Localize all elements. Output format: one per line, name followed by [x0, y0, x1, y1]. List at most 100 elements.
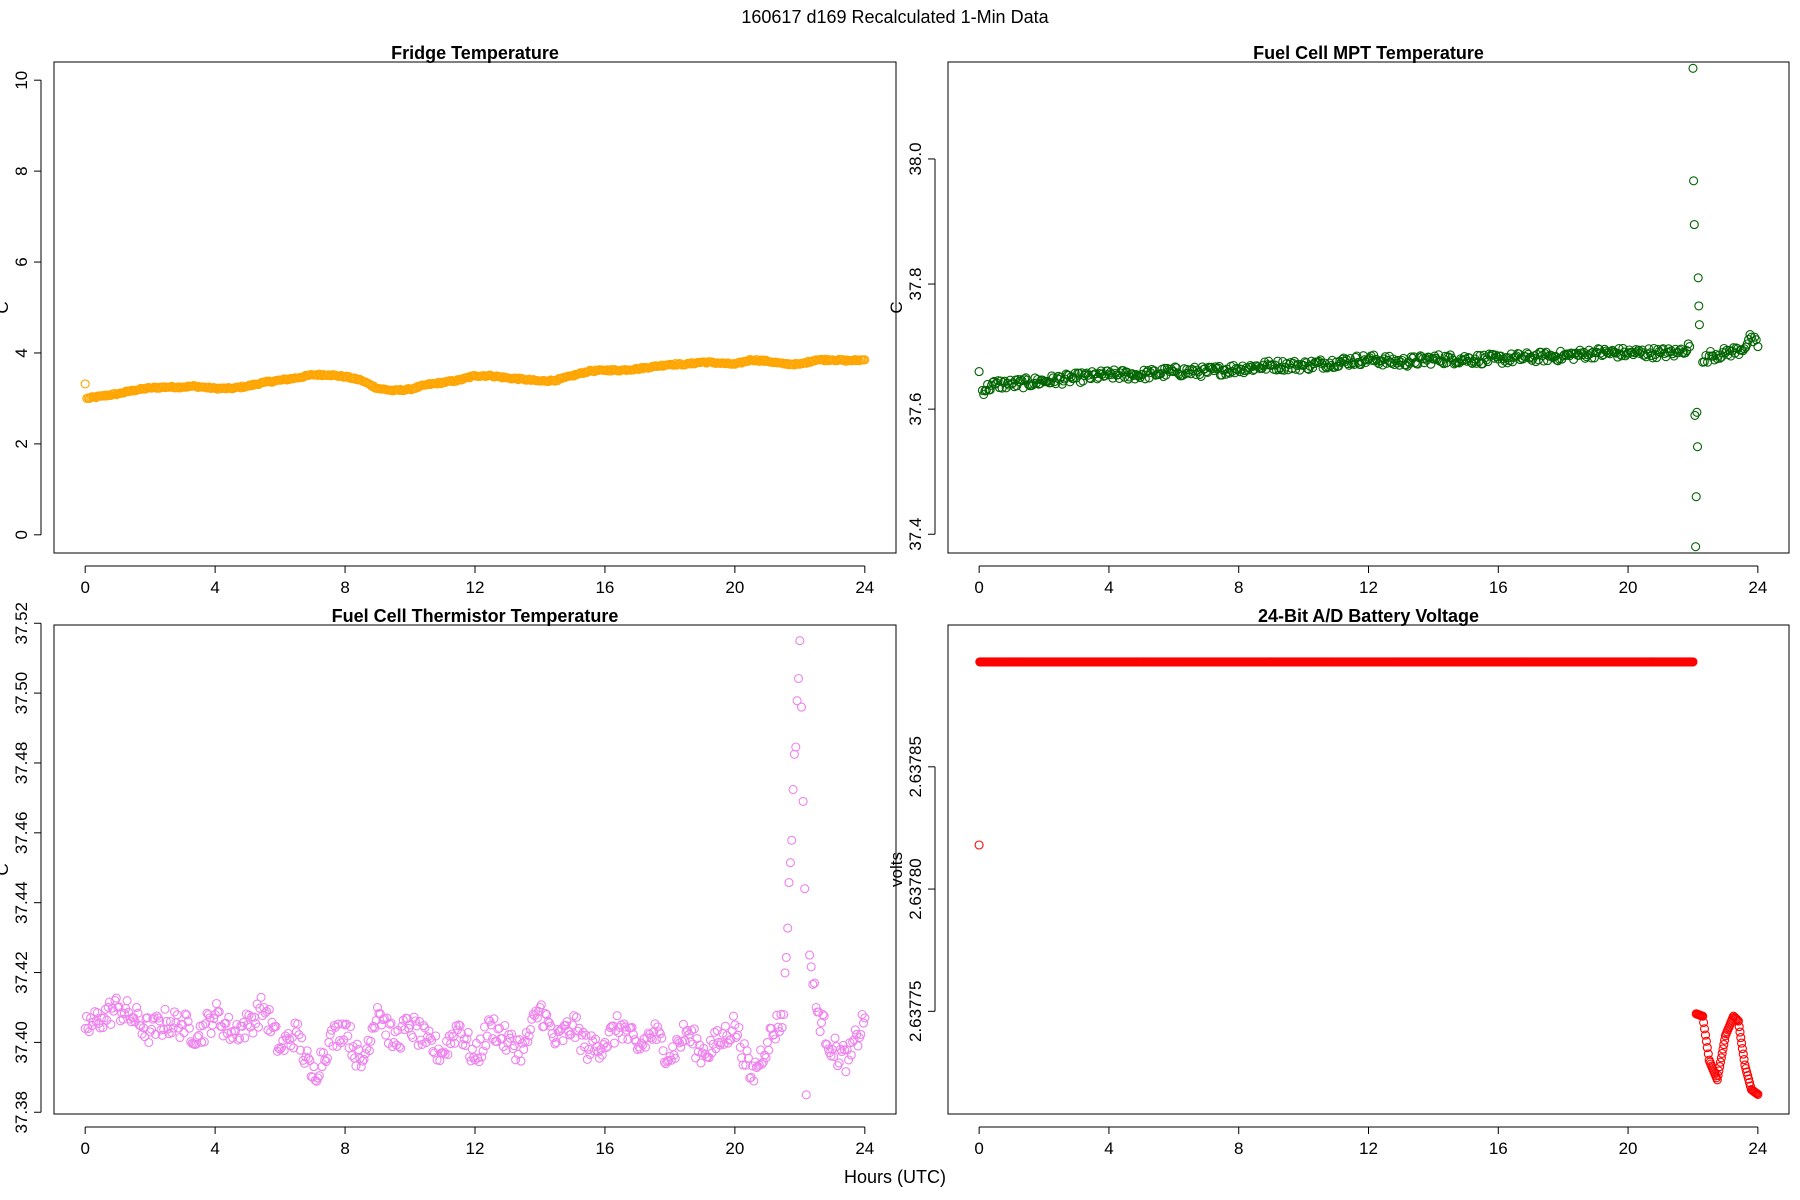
data-point — [413, 1040, 423, 1050]
data-point — [479, 1022, 490, 1032]
data-point — [394, 1042, 404, 1052]
data-point — [844, 1055, 854, 1065]
data-point — [234, 1033, 245, 1043]
data-point — [664, 1055, 674, 1065]
data-point — [367, 1023, 377, 1033]
data-point — [839, 1045, 850, 1055]
data-point — [1426, 359, 1436, 369]
data-point — [1047, 371, 1057, 381]
data-point — [1701, 1036, 1711, 1046]
data-point — [1753, 1089, 1763, 1099]
data-point — [756, 1045, 766, 1055]
x-tick-label: 16 — [1489, 1139, 1508, 1158]
data-point — [336, 1038, 346, 1048]
data-point — [1502, 358, 1512, 368]
data-point — [1734, 1022, 1744, 1032]
data-point — [146, 1024, 157, 1034]
data-point — [657, 1033, 667, 1043]
y-tick-label: 2.63775 — [906, 981, 925, 1042]
data-point — [841, 1067, 851, 1077]
data-point — [248, 1028, 258, 1038]
y-tick-label: 37.44 — [12, 881, 31, 924]
data-point — [776, 1009, 786, 1019]
y-tick-label: 10 — [12, 71, 31, 90]
data-point — [788, 784, 798, 795]
data-point — [720, 1021, 730, 1031]
data-point — [320, 1055, 330, 1065]
data-point — [627, 1022, 637, 1032]
data-point — [1402, 361, 1412, 371]
y-tick-label: 37.6 — [906, 393, 925, 426]
data-point — [1700, 1030, 1711, 1040]
data-point — [114, 1002, 124, 1012]
data-point — [398, 1015, 408, 1025]
data-point — [209, 1014, 219, 1024]
data-point — [92, 1008, 102, 1018]
data-point — [198, 1020, 208, 1030]
data-point — [132, 1002, 142, 1012]
plot-frame — [947, 61, 1790, 554]
x-tick-label: 16 — [1489, 578, 1508, 597]
data-point — [809, 978, 820, 988]
chart-title: Fuel Cell MPT Temperature — [1253, 43, 1484, 63]
data-point — [151, 1029, 161, 1039]
data-point — [462, 1034, 472, 1044]
data-point — [347, 1050, 357, 1060]
data-point — [169, 1007, 180, 1017]
y-tick-label: 0 — [12, 530, 31, 539]
data-point — [362, 1044, 372, 1054]
data-point — [1730, 1013, 1741, 1023]
data-point — [853, 1041, 863, 1051]
data-point — [1737, 1038, 1747, 1048]
data-point — [516, 1056, 526, 1066]
data-point — [1440, 351, 1450, 361]
data-point — [806, 962, 816, 972]
data-point — [276, 1043, 286, 1053]
data-point — [742, 1046, 752, 1056]
data-point — [378, 1015, 388, 1025]
data-point — [256, 992, 266, 1002]
chart-title: Fuel Cell Thermistor Temperature — [332, 606, 619, 626]
data-point — [253, 1022, 263, 1032]
data-point — [80, 379, 90, 389]
data-point — [650, 1019, 660, 1029]
data-point — [456, 1029, 467, 1039]
data-point — [454, 375, 464, 385]
data-point — [638, 1040, 648, 1050]
data-point — [1718, 1044, 1728, 1054]
y-tick-label: 37.48 — [12, 742, 31, 785]
data-point — [818, 1010, 828, 1020]
data-point — [1070, 368, 1080, 378]
data-point — [478, 1046, 488, 1056]
y-tick-label: 8 — [12, 166, 31, 175]
data-point — [278, 1036, 288, 1046]
data-point — [1705, 346, 1716, 357]
data-points — [974, 657, 1763, 1099]
data-point — [84, 1027, 94, 1037]
data-point — [562, 1017, 572, 1027]
data-point — [673, 1036, 683, 1046]
data-point — [352, 1039, 362, 1049]
data-point — [766, 1023, 776, 1033]
x-tick-label: 24 — [1748, 1139, 1767, 1158]
data-point — [789, 749, 799, 759]
data-point — [463, 1027, 473, 1037]
x-tick-label: 20 — [1619, 578, 1638, 597]
data-point — [525, 1025, 536, 1035]
y-tick-label: 2 — [12, 439, 31, 448]
data-point — [1691, 492, 1701, 502]
x-tick-label: 20 — [725, 578, 744, 597]
data-point — [819, 1011, 829, 1021]
data-point — [482, 1031, 492, 1041]
data-point — [425, 1033, 435, 1043]
data-point — [289, 1043, 299, 1053]
data-point — [152, 1011, 162, 1021]
data-point — [372, 1002, 383, 1013]
data-point — [800, 884, 810, 894]
data-point — [1352, 351, 1362, 361]
data-point — [419, 1021, 429, 1031]
data-point — [1413, 359, 1423, 369]
y-tick-label: 37.38 — [12, 1091, 31, 1134]
data-point — [1750, 332, 1760, 342]
data-point — [481, 1041, 491, 1051]
